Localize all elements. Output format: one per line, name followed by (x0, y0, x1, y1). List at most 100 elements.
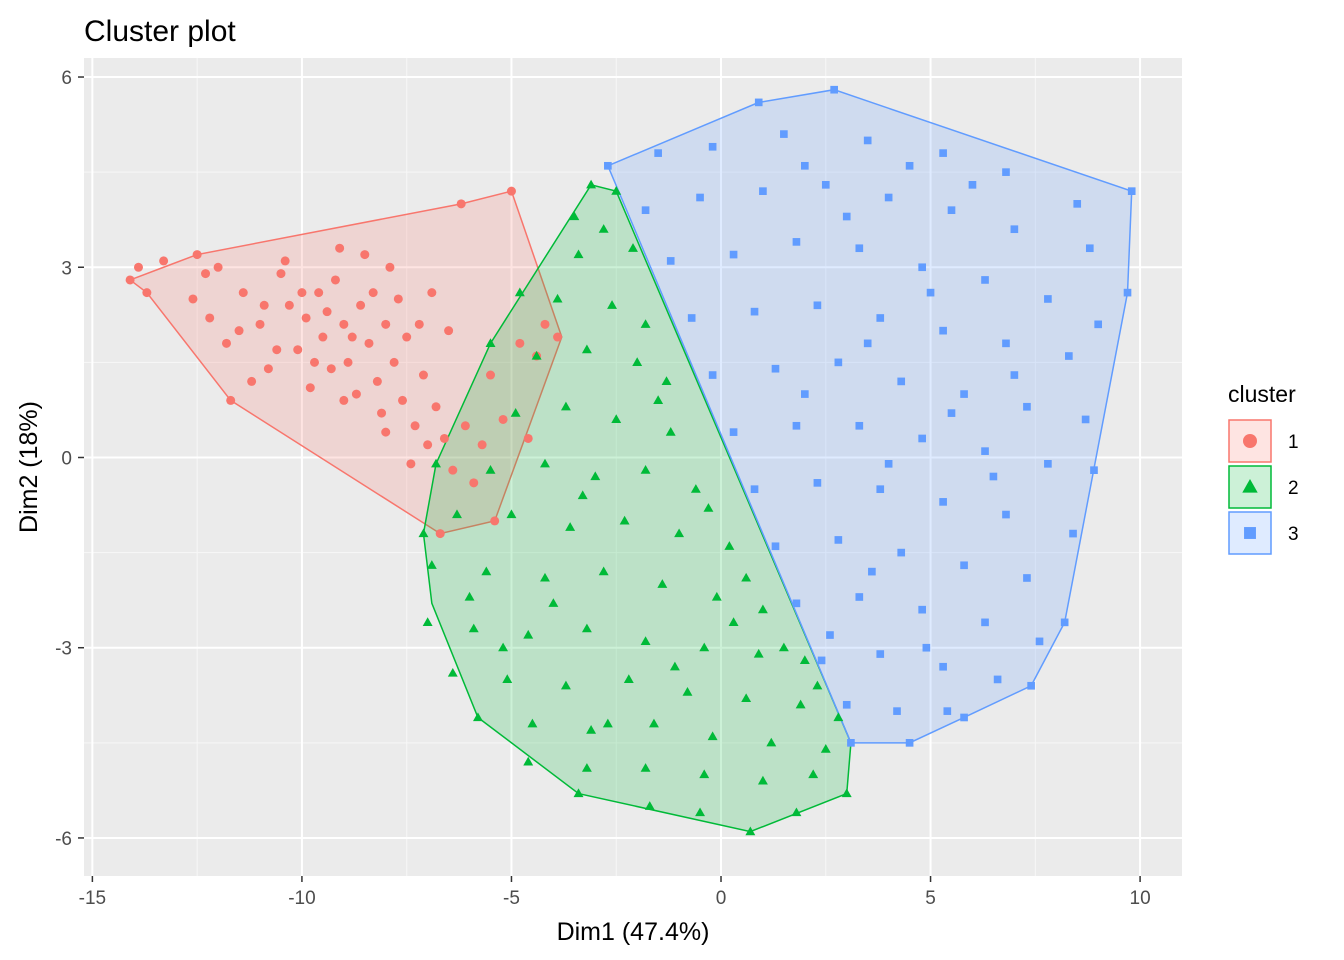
cluster-1-point (335, 243, 345, 253)
legend-marker-3 (1244, 527, 1256, 539)
cluster-1-point (213, 262, 223, 272)
cluster-2-point (808, 769, 819, 779)
cluster-3-point (750, 485, 759, 494)
cluster-3-point (926, 288, 935, 297)
cluster-2-point (699, 642, 710, 652)
cluster-3-point (708, 142, 717, 151)
cluster-3-point (989, 472, 998, 481)
cluster-3-point (708, 371, 717, 379)
cluster-2-point (468, 623, 479, 633)
cluster-1-point (427, 288, 437, 298)
cluster-2-point (640, 465, 651, 474)
cluster-2-point (766, 737, 777, 747)
cluster-1-point (330, 275, 340, 285)
cluster-3-point (893, 707, 901, 715)
legend-label-3: 3 (1288, 524, 1299, 545)
cluster-1-point (301, 313, 311, 323)
cluster-3-point (1023, 574, 1031, 582)
cluster-3-point (792, 421, 801, 430)
cluster-2-point (661, 376, 672, 385)
cluster-3-point (1127, 187, 1136, 195)
x-tick-label: -10 (288, 888, 315, 909)
cluster-1-point (372, 376, 382, 386)
cluster-3-point (847, 739, 855, 747)
cluster-2-point (657, 579, 668, 588)
cluster-1-point (406, 459, 416, 469)
cluster-3-point (729, 250, 738, 259)
cluster-3-point (939, 662, 947, 671)
cluster-1-point (339, 319, 349, 329)
cluster-2-point (586, 725, 597, 734)
cluster-1-point (402, 332, 412, 342)
cluster-1-point (201, 269, 211, 279)
cluster-1-point (385, 262, 395, 272)
cluster-2-point (653, 395, 664, 405)
cluster-1-point (343, 357, 353, 367)
cluster-2-point (472, 712, 483, 722)
cluster-2-point (611, 414, 622, 424)
cluster-2-point (540, 458, 550, 468)
cluster-3-point (905, 161, 914, 170)
cluster-3-point (876, 314, 885, 322)
cluster-1-point (414, 319, 424, 329)
cluster-3-point (1002, 510, 1010, 519)
cluster-2-point (431, 458, 441, 468)
cluster-2-point (640, 636, 651, 645)
cluster-3-point (960, 390, 968, 398)
cluster-2-point (644, 801, 655, 810)
cluster-1-point (439, 433, 449, 443)
cluster-1-point (238, 288, 248, 298)
cluster-3-point (981, 618, 989, 627)
cluster-2-point (611, 186, 622, 195)
plot-panel (84, 58, 1182, 876)
cluster-1-point (523, 433, 533, 443)
cluster-2-point (665, 426, 676, 436)
cluster-3-point (968, 180, 977, 189)
cluster-3-point (813, 479, 822, 487)
cluster-3-point (1123, 288, 1132, 297)
cluster-2-point (452, 509, 462, 519)
cluster-3-point (826, 631, 834, 639)
cluster-2-point (690, 484, 701, 493)
cluster-3-point (1090, 466, 1098, 474)
cluster-2-point (741, 693, 752, 703)
cluster-3-point (1010, 371, 1019, 379)
cluster-2-point (565, 522, 576, 531)
cluster-1-point (305, 383, 315, 393)
cluster-2-point (795, 699, 806, 709)
cluster-3-point (1073, 200, 1082, 208)
cluster-2-point (707, 731, 718, 741)
cluster-3-point (947, 409, 956, 417)
cluster-3-point (1002, 168, 1010, 176)
cluster-3-point (897, 377, 906, 386)
cluster-1-point (297, 288, 307, 298)
cluster-2-point (820, 744, 831, 753)
cluster-2-point (640, 319, 651, 328)
legend-marker-1 (1243, 434, 1257, 448)
cluster-2-point (728, 617, 739, 626)
cluster-2-point (586, 179, 597, 189)
y-tick-label: 0 (61, 448, 72, 469)
cluster-2-point (598, 566, 609, 576)
cluster-2-point (527, 718, 538, 728)
cluster-3-point (960, 561, 968, 570)
cluster-3-point (863, 136, 872, 145)
cluster-1-point (398, 395, 408, 405)
cluster-3-point (834, 536, 843, 544)
y-axis-title: Dim2 (18%) (15, 401, 43, 533)
cluster-2-point (812, 680, 823, 690)
cluster-2-point (682, 686, 693, 696)
cluster-2-point (741, 572, 752, 582)
cluster-2-point (757, 604, 768, 614)
y-tick-label: -6 (55, 829, 72, 850)
cluster-2-point (464, 591, 475, 601)
cluster-2-point (757, 775, 768, 785)
cluster-1-point (410, 421, 420, 431)
cluster-2-point (703, 503, 714, 512)
cluster-3-point (641, 206, 650, 215)
legend-label-1: 1 (1288, 432, 1299, 453)
cluster-3-point (759, 187, 767, 195)
cluster-2-point (590, 471, 601, 481)
cluster-3-point (687, 314, 696, 322)
cluster-3-point (771, 542, 780, 551)
